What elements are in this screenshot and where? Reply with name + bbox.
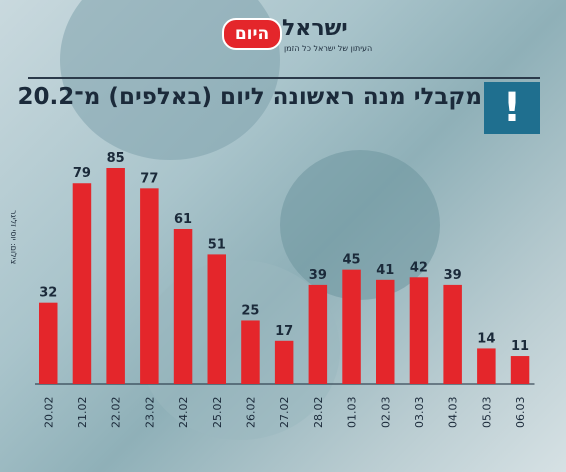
bar-20.02: [39, 302, 58, 384]
bar-03.03: [409, 277, 429, 384]
alert-badge: !: [484, 82, 540, 134]
data-label-02.03: 41: [376, 263, 394, 278]
data-label-03.03: 42: [410, 260, 428, 275]
x-tick-label: 21.02: [76, 397, 89, 429]
x-tick-label: 01.03: [346, 397, 359, 429]
brand-logo-tagline: העיתון של ישראל כל הזמן: [284, 44, 373, 53]
photo-credit: צילום: יוסי זליגר: [9, 210, 18, 265]
bar-02.03: [376, 279, 395, 384]
data-label-21.02: 79: [73, 166, 91, 181]
bar-27.02: [274, 340, 294, 384]
x-tick-label: 04.03: [447, 397, 460, 429]
brand-logo-name: ישראל: [282, 16, 348, 41]
x-tick-label: 05.03: [480, 397, 493, 428]
data-label-22.02: 85: [107, 151, 125, 166]
bar-25.02: [207, 254, 226, 384]
bar-04.03: [443, 284, 462, 384]
x-tick-label: 28.02: [312, 397, 325, 429]
brand-logo: היום ישראל העיתון של ישראל כל הזמן: [222, 14, 372, 60]
bar-22.02: [106, 168, 125, 384]
data-label-26.02: 25: [241, 303, 259, 318]
data-label-06.03: 11: [511, 339, 529, 354]
bar-24.02: [173, 228, 193, 384]
x-tick-label: 20.02: [42, 397, 55, 429]
chart-title: מקבלי מנה ראשונה ליום (באלפים) מ־20.2: [17, 84, 482, 110]
bar-01.03: [342, 269, 361, 384]
brand-logo-badge: היום: [222, 18, 282, 50]
x-tick-label: 23.02: [143, 397, 156, 429]
data-label-01.03: 45: [343, 253, 361, 268]
bar-21.02: [72, 183, 92, 384]
bar-05.03: [477, 348, 496, 384]
x-tick-label: 22.02: [110, 397, 123, 429]
bar-23.02: [140, 188, 159, 384]
x-tick-label: 24.02: [177, 397, 190, 429]
x-tick-label: 03.03: [413, 397, 426, 429]
bar-06.03: [510, 356, 530, 384]
exclamation-icon: !: [502, 85, 522, 131]
header-divider: [28, 77, 540, 79]
x-tick-label: 27.02: [278, 397, 291, 429]
bar-26.02: [241, 320, 260, 384]
x-tick-label: 06.03: [514, 397, 527, 429]
data-label-23.02: 77: [140, 171, 158, 186]
data-label-27.02: 17: [275, 324, 293, 339]
data-label-25.02: 51: [208, 237, 226, 252]
data-label-04.03: 39: [444, 268, 462, 283]
x-tick-label: 25.02: [211, 397, 224, 429]
x-tick-label: 26.02: [244, 397, 257, 429]
background-photo-shape: [140, 260, 340, 440]
data-label-28.02: 39: [309, 268, 327, 283]
bar-28.02: [308, 284, 328, 384]
data-label-20.02: 32: [39, 286, 57, 301]
data-label-05.03: 14: [477, 331, 495, 346]
x-tick-label: 02.03: [379, 397, 392, 429]
data-label-24.02: 61: [174, 212, 192, 227]
